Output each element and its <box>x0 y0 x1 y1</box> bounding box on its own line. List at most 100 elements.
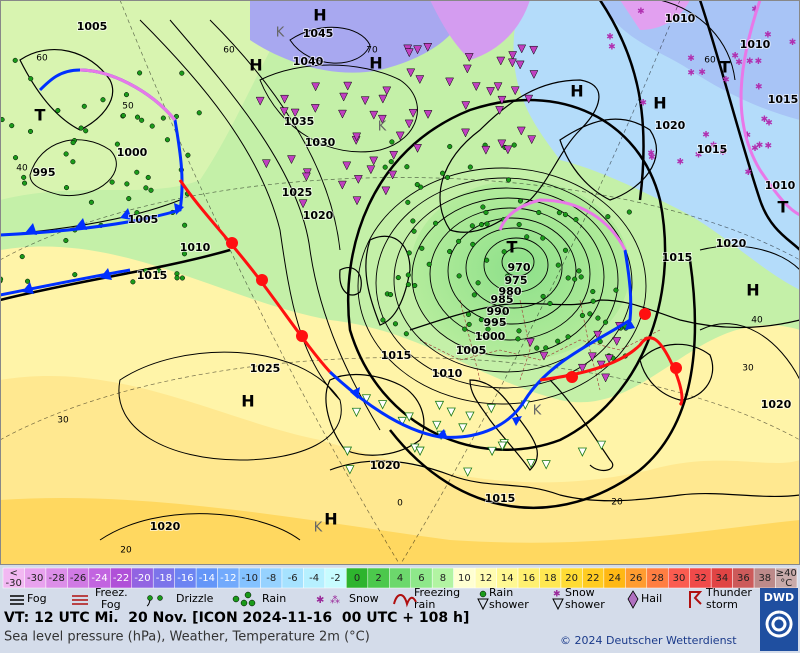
rain-shower-symbol <box>415 446 425 456</box>
rain-shower-symbol <box>351 407 362 418</box>
rain-symbol <box>483 209 489 216</box>
legend-fog: Fog <box>10 592 47 605</box>
isobar <box>699 245 800 271</box>
isobar <box>139 19 341 401</box>
snow-symbol: ✱ <box>608 42 616 52</box>
rain-symbol <box>134 169 140 175</box>
isobar-label: 1010 <box>765 179 796 192</box>
rain-symbol <box>148 187 154 193</box>
rain-symbol <box>83 128 89 134</box>
isobar <box>375 177 633 389</box>
rain-symbol <box>387 292 394 298</box>
rain-symbol <box>540 293 546 299</box>
isobar-bold <box>598 0 645 201</box>
pressure-centers: H H H H H T T T T K K K K H H H <box>35 6 789 536</box>
snow-shower-icon: ✱ <box>553 590 561 600</box>
cold-front <box>0 68 184 237</box>
drizzle-icon <box>146 599 151 607</box>
rain-shower-symbol <box>432 420 442 431</box>
rain-symbol <box>70 140 76 146</box>
grid-label: 60 <box>36 54 48 64</box>
scale-label: -4 <box>309 573 319 584</box>
rain-symbol <box>63 185 70 191</box>
grid-labels: 60 60 70 50 40 30 20 40 30 60 0 20 <box>16 46 763 556</box>
high-center: H <box>313 6 326 25</box>
rain-shower-symbol <box>486 404 496 414</box>
rain-symbol <box>547 300 553 306</box>
isobar <box>209 19 341 251</box>
grid-label: 70 <box>366 46 378 56</box>
rain-symbol <box>143 185 149 191</box>
scale-label: -14 <box>199 573 215 584</box>
rain-symbol <box>439 170 446 176</box>
snow-symbol: ✱ <box>755 82 763 92</box>
snow-shower-symbol <box>343 81 353 91</box>
snow-symbol: ✱ <box>648 153 656 163</box>
snow-symbol: ✱ <box>755 57 763 67</box>
snow-shower-symbol <box>539 351 549 361</box>
isobar-label: 1025 <box>250 362 281 375</box>
rain-symbol <box>578 274 584 280</box>
rain-symbol <box>572 276 578 282</box>
isobar-label: 1005 <box>128 213 159 226</box>
map-subtitle: Sea level pressure (hPa), Weather, Tempe… <box>4 630 370 645</box>
high-center: H <box>241 392 254 411</box>
temperature-scale: <-30 -30 -28 -26 -24 -22 -20 -18 -16 -14 -12 -10 -8-… <box>2 567 798 589</box>
snow-symbol: ✱ <box>702 131 710 141</box>
legend-drizzle: Drizzle <box>146 592 214 607</box>
weather-symbols: ✱✱✱✱✱✱✱✱✱✱✱✱✱✱✱✱✱✱✱✱✱✱✱✱✱✱✱✱✱✱ <box>0 5 796 477</box>
snow-shower-symbol <box>471 82 481 92</box>
snow-shower-symbol <box>339 92 349 102</box>
legend-rain: Rain <box>232 591 286 607</box>
isobar-label: 970 <box>508 261 531 274</box>
grid-label: 20 <box>611 498 623 508</box>
isobar <box>289 26 371 64</box>
rain-symbol <box>174 275 180 281</box>
rain-shower-symbol <box>577 447 588 457</box>
legend-label: Hail <box>641 592 662 605</box>
low-center: T <box>778 198 789 217</box>
copyright: © 2024 Deutscher Wetterdienst <box>560 634 737 647</box>
rain-symbol <box>419 245 425 251</box>
warm-front <box>539 336 684 407</box>
scale-label: 16 <box>522 573 535 584</box>
snow-shower-symbol <box>612 337 622 346</box>
rain-symbol <box>0 117 5 123</box>
rain-symbol <box>382 164 388 170</box>
high-center: H <box>369 54 382 73</box>
longitude-line <box>119 0 401 565</box>
legend-label: shower <box>489 598 529 611</box>
snow-shower-symbol <box>529 70 539 80</box>
map: ✱✱✱✱✱✱✱✱✱✱✱✱✱✱✱✱✱✱✱✱✱✱✱✱✱✱✱✱✱✱ <box>0 0 800 565</box>
snow-shower-symbol <box>378 94 388 104</box>
snow-symbol: ✱ <box>639 99 647 109</box>
rain-symbol <box>467 164 473 170</box>
isobar-label: 1010 <box>740 38 771 51</box>
rain-symbol <box>130 279 136 285</box>
grid-label: 30 <box>742 364 754 374</box>
rain-symbol <box>63 151 69 157</box>
dwd-logo: DWD <box>760 588 798 651</box>
snow-shower-icon <box>552 598 564 611</box>
snow-symbol: ✱ <box>761 115 769 125</box>
rain-symbol <box>478 317 484 323</box>
snow-shower-symbol <box>310 104 320 113</box>
rain-symbol <box>123 92 130 98</box>
scandinavia-coast <box>439 79 600 233</box>
snow-shower-symbol <box>516 126 526 136</box>
rain-symbol <box>196 110 202 116</box>
isobar <box>447 217 577 325</box>
isobar-label: 1015 <box>137 269 168 282</box>
rain-symbol <box>515 336 521 342</box>
snow-shower-symbol <box>352 132 362 142</box>
rain-symbol <box>471 292 477 298</box>
rain-symbol <box>534 345 540 351</box>
snow-symbol: ✱ <box>722 76 730 86</box>
isobar <box>411 197 605 357</box>
isobar <box>259 64 418 153</box>
rain-shower-icon <box>477 598 489 611</box>
rain-icon <box>244 591 252 599</box>
occluded-front <box>739 0 800 217</box>
isobar-label: 1020 <box>303 209 334 222</box>
scale-label: -24 <box>91 573 107 584</box>
